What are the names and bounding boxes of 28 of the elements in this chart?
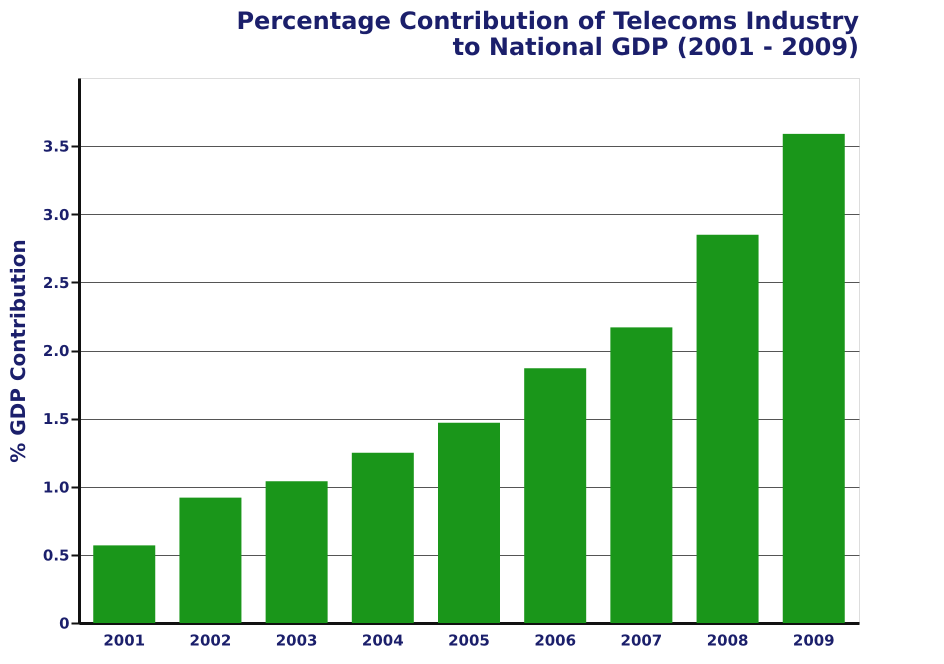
- chart-title: Percentage Contribution of Telecoms Industry to National GDP (2001 - 2009): [236, 7, 860, 61]
- x-tick-label: 2008: [706, 632, 748, 650]
- x-tick-label: 2007: [620, 632, 662, 650]
- y-tick-label: 1.0: [42, 478, 70, 496]
- bar: [93, 545, 156, 623]
- bar: [179, 498, 242, 623]
- x-tick-label: 2006: [534, 632, 576, 650]
- bar: [696, 234, 759, 623]
- x-tick-label: 2005: [448, 632, 490, 650]
- y-axis-title: % GDP Contribution: [6, 239, 30, 463]
- x-tick-label: 2009: [792, 632, 835, 650]
- y-tick-label: 2.5: [42, 274, 70, 292]
- x-tick-label: 2003: [276, 632, 318, 650]
- x-tick-label: 2004: [362, 632, 404, 650]
- y-tick-label: 0: [59, 614, 70, 632]
- y-tick-label: 3.5: [42, 138, 70, 156]
- y-tick-label: 0.5: [42, 546, 70, 564]
- bar: [352, 452, 414, 623]
- x-tick-label: 2001: [103, 632, 146, 650]
- bar: [524, 368, 586, 623]
- bar: [610, 327, 672, 623]
- y-tick-label: 1.5: [42, 410, 70, 428]
- y-tick-label: 3.0: [42, 206, 70, 224]
- y-tick-label: 2.0: [42, 342, 70, 360]
- bar: [782, 134, 845, 623]
- x-tick-label: 2002: [190, 632, 232, 650]
- bar: [438, 422, 500, 623]
- bar: [266, 481, 328, 623]
